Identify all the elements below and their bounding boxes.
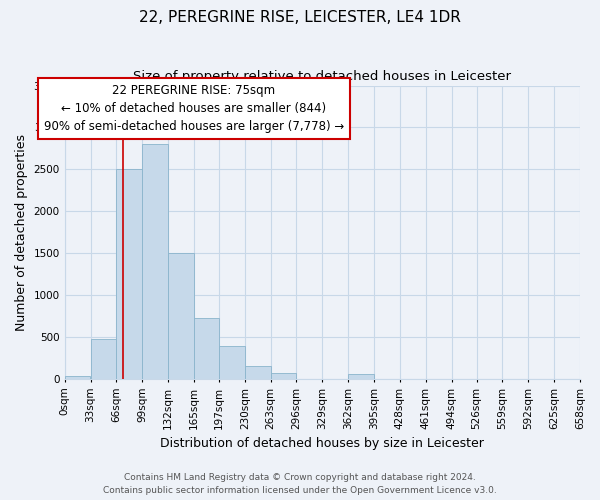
Bar <box>65 376 91 379</box>
Bar <box>271 372 296 379</box>
Bar <box>142 144 168 379</box>
Bar <box>348 374 374 379</box>
Bar <box>116 170 142 379</box>
Bar <box>168 253 194 379</box>
Bar <box>91 338 116 379</box>
Text: 22 PEREGRINE RISE: 75sqm
← 10% of detached houses are smaller (844)
90% of semi-: 22 PEREGRINE RISE: 75sqm ← 10% of detach… <box>44 84 344 132</box>
Bar <box>219 346 245 379</box>
X-axis label: Distribution of detached houses by size in Leicester: Distribution of detached houses by size … <box>160 437 484 450</box>
Text: 22, PEREGRINE RISE, LEICESTER, LE4 1DR: 22, PEREGRINE RISE, LEICESTER, LE4 1DR <box>139 10 461 25</box>
Y-axis label: Number of detached properties: Number of detached properties <box>15 134 28 330</box>
Title: Size of property relative to detached houses in Leicester: Size of property relative to detached ho… <box>133 70 511 83</box>
Bar <box>245 366 271 379</box>
Bar <box>194 318 219 379</box>
Text: Contains HM Land Registry data © Crown copyright and database right 2024.
Contai: Contains HM Land Registry data © Crown c… <box>103 474 497 495</box>
